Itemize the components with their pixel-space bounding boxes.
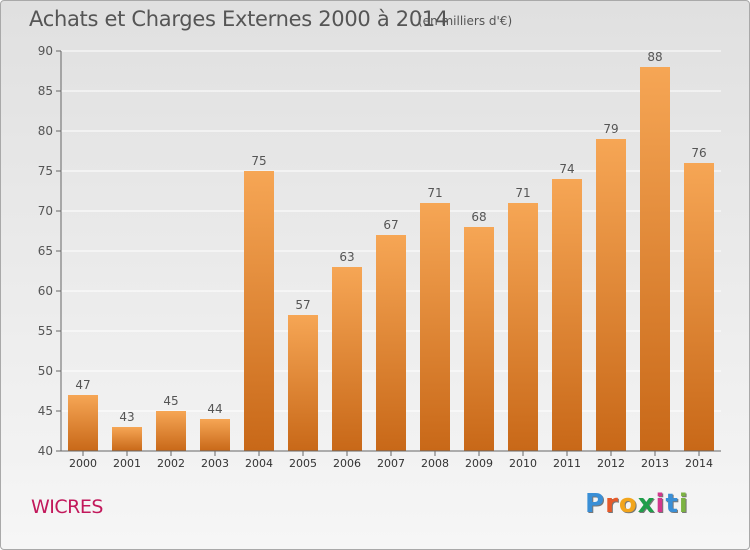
data-label: 57 [295,298,310,312]
bar [112,427,142,451]
logo-letter: o [618,489,638,519]
data-label: 88 [647,50,662,64]
bar [640,67,670,451]
data-label: 74 [559,162,574,176]
x-tick-label: 2004 [245,457,273,470]
city-name: WICRES [31,496,103,518]
bar [376,235,406,451]
y-tick-label: 85 [38,84,53,98]
logo-letter: r [605,489,619,519]
x-tick-label: 2012 [597,457,625,470]
bar [244,171,274,451]
data-label: 76 [691,146,706,160]
x-tick-label: 2010 [509,457,537,470]
logo-letter: t [665,489,679,519]
data-label: 67 [383,218,398,232]
y-tick-label: 80 [38,124,53,138]
y-tick-label: 40 [38,444,53,458]
y-tick-label: 55 [38,324,53,338]
logo-letter: x [637,489,656,519]
data-label: 68 [471,210,486,224]
chart-title: Achats et Charges Externes 2000 à 2014 [29,7,449,31]
data-label: 71 [427,186,442,200]
bar [684,163,714,451]
x-tick-label: 2001 [113,457,141,470]
chart-subtitle: (en milliers d'€) [418,14,513,28]
x-tick-label: 2005 [289,457,317,470]
data-label: 63 [339,250,354,264]
bar [420,203,450,451]
y-tick-label: 50 [38,364,53,378]
x-tick-label: 2006 [333,457,361,470]
bar [288,315,318,451]
bar [552,179,582,451]
bar [464,227,494,451]
y-tick-label: 75 [38,164,53,178]
x-tick-label: 2013 [641,457,669,470]
bar [332,267,362,451]
x-tick-label: 2002 [157,457,185,470]
logo-letter: i [678,489,689,519]
proxiti-logo: Proxiti [585,489,689,519]
y-tick-label: 70 [38,204,53,218]
x-tick-label: 2011 [553,457,581,470]
bar [596,139,626,451]
x-tick-label: 2003 [201,457,229,470]
data-label: 75 [251,154,266,168]
y-tick-label: 65 [38,244,53,258]
bar [156,411,186,451]
data-label: 43 [119,410,134,424]
logo-letter: i [655,489,666,519]
data-label: 47 [75,378,90,392]
bar [68,395,98,451]
logo-letter: P [585,489,606,519]
x-tick-label: 2014 [685,457,713,470]
x-tick-label: 2009 [465,457,493,470]
y-tick-label: 60 [38,284,53,298]
x-tick-label: 2000 [69,457,97,470]
y-tick-label: 45 [38,404,53,418]
bar [200,419,230,451]
data-label: 79 [603,122,618,136]
bar [508,203,538,451]
data-label: 45 [163,394,178,408]
x-tick-label: 2008 [421,457,449,470]
y-tick-label: 90 [38,44,53,58]
x-tick-label: 2007 [377,457,405,470]
data-label: 71 [515,186,530,200]
data-label: 44 [207,402,222,416]
